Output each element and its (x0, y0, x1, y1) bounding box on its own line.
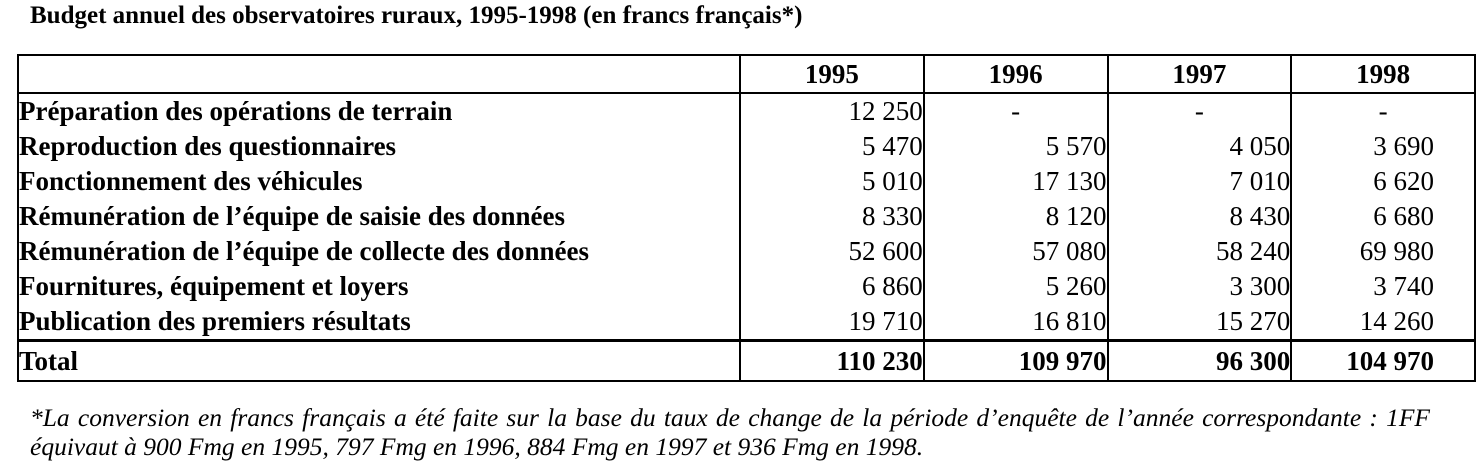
cell-value: 69 980 (1290, 234, 1476, 269)
cell-value: - (1106, 93, 1293, 129)
table-row: Rémunération de l’équipe de collecte des… (17, 234, 1476, 269)
year-header: 1997 (1106, 55, 1293, 94)
header-blank-cell (17, 55, 741, 94)
cell-value: 3 740 (1290, 269, 1476, 304)
cell-value: - (1290, 93, 1476, 129)
total-label: Total (17, 339, 741, 381)
table-row: Rémunération de l’équipe de saisie des d… (17, 199, 1476, 234)
cell-value: 12 250 (739, 93, 925, 129)
cell-value: 58 240 (1106, 234, 1293, 269)
row-label: Reproduction des questionnaires (17, 129, 741, 164)
cell-value: 4 050 (1106, 129, 1293, 164)
total-value: 96 300 (1106, 339, 1293, 381)
cell-value: 8 430 (1106, 199, 1293, 234)
year-header: 1998 (1290, 55, 1476, 94)
cell-value: - (922, 93, 1109, 129)
total-value: 109 970 (922, 339, 1109, 381)
row-label: Rémunération de l’équipe de saisie des d… (17, 199, 741, 234)
row-label: Publication des premiers résultats (17, 304, 741, 341)
cell-value: 52 600 (739, 234, 925, 269)
row-label: Rémunération de l’équipe de collecte des… (17, 234, 741, 269)
cell-value: 19 710 (739, 304, 925, 341)
row-label: Préparation des opérations de terrain (17, 93, 741, 129)
table-row: Fournitures, équipement et loyers 6 860 … (17, 269, 1476, 304)
cell-value: 8 330 (739, 199, 925, 234)
cell-value: 6 860 (739, 269, 925, 304)
cell-value: 57 080 (922, 234, 1109, 269)
cell-value: 5 260 (922, 269, 1109, 304)
cell-value: 16 810 (922, 304, 1109, 341)
total-row: Total 110 230 109 970 96 300 104 970 (17, 339, 1476, 381)
header-row: 1995 1996 1997 1998 (17, 55, 1476, 94)
row-label: Fournitures, équipement et loyers (17, 269, 741, 304)
year-header: 1995 (739, 55, 925, 94)
total-value: 104 970 (1290, 339, 1476, 381)
cell-value: 5 570 (922, 129, 1109, 164)
cell-value: 5 010 (739, 164, 925, 199)
cell-value: 3 690 (1290, 129, 1476, 164)
cell-value: 7 010 (1106, 164, 1293, 199)
table-row: Publication des premiers résultats 19 71… (17, 304, 1476, 341)
table-row: Préparation des opérations de terrain 12… (17, 93, 1476, 129)
cell-value: 14 260 (1290, 304, 1476, 341)
total-value: 110 230 (739, 339, 925, 381)
footnote: *La conversion en francs français a été … (30, 403, 1430, 461)
cell-value: 5 470 (739, 129, 925, 164)
year-header: 1996 (922, 55, 1109, 94)
cell-value: 6 620 (1290, 164, 1476, 199)
cell-value: 8 120 (922, 199, 1109, 234)
row-label: Fonctionnement des véhicules (17, 164, 741, 199)
table-row: Fonctionnement des véhicules 5 010 17 13… (17, 164, 1476, 199)
budget-table: 1995 1996 1997 1998 Préparation des opér… (17, 54, 1476, 382)
table-row: Reproduction des questionnaires 5 470 5 … (17, 129, 1476, 164)
table-title: Budget annuel des observatoires ruraux, … (30, 2, 803, 29)
cell-value: 6 680 (1290, 199, 1476, 234)
cell-value: 15 270 (1106, 304, 1293, 341)
cell-value: 17 130 (922, 164, 1109, 199)
cell-value: 3 300 (1106, 269, 1293, 304)
